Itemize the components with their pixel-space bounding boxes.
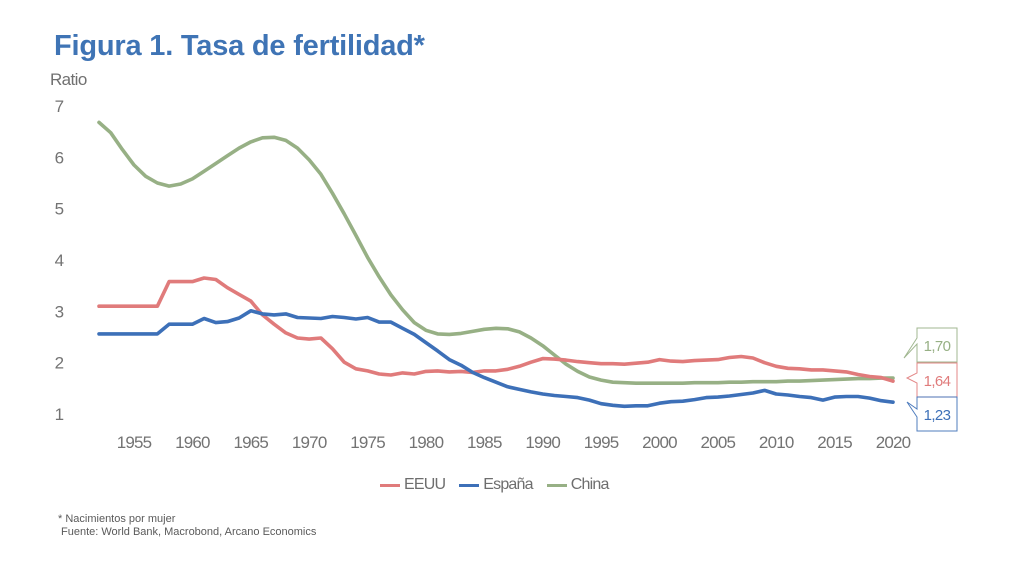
y-tick-label: 4: [55, 251, 64, 270]
x-tick-label: 1955: [117, 433, 152, 452]
callout-espana: 1,23: [906, 396, 958, 432]
callout-value: 1,23: [924, 407, 951, 424]
callout-value: 1,64: [924, 373, 951, 390]
callout-box: [903, 327, 958, 363]
y-tick-label: 6: [55, 148, 64, 167]
x-tick-label: 1960: [175, 433, 210, 452]
callout-china: 1,70: [903, 327, 958, 363]
callout-value: 1,70: [924, 338, 951, 355]
y-axis-label: Ratio: [50, 70, 87, 89]
legend-item-china[interactable]: China: [546, 476, 610, 494]
x-tick-label: 2005: [701, 433, 736, 452]
x-tick-label: 2010: [759, 433, 794, 452]
x-tick-label: 1990: [525, 433, 560, 452]
footnote: * Nacimientos por mujer Fuente: World Ba…: [58, 513, 316, 539]
x-tick-label: 1965: [233, 433, 268, 452]
legend-item-eeuu[interactable]: EEUU: [380, 476, 446, 494]
footnote-source: Fuente: World Bank, Macrobond, Arcano Ec…: [61, 526, 317, 538]
callout-box: [906, 396, 958, 432]
x-tick-label: 2015: [817, 433, 852, 452]
x-tick-label: 2000: [642, 433, 677, 452]
x-tick-label: 1970: [292, 433, 327, 452]
legend-item-espana[interactable]: España: [459, 476, 534, 494]
legend-label-espana: España: [483, 476, 533, 493]
chart-title: Figura 1. Tasa de fertilidad*: [54, 30, 425, 62]
footnote-note: * Nacimientos por mujer: [58, 513, 176, 525]
y-axis-ticks: 1 2 3 4 5 6 7: [55, 97, 65, 424]
x-tick-label: 2020: [876, 433, 911, 452]
y-tick-label: 1: [55, 405, 64, 424]
y-tick-label: 7: [55, 97, 64, 116]
callout-box: [905, 362, 958, 398]
series-lines: [97, 120, 895, 409]
x-tick-label: 1980: [409, 433, 444, 452]
x-tick-label: 1985: [467, 433, 502, 452]
x-tick-label: 1995: [584, 433, 619, 452]
legend-label-china: China: [570, 476, 610, 493]
legend-swatch-espana: [459, 483, 480, 487]
series-line-espana: [97, 308, 895, 409]
x-axis-ticks: 1955 1960 1965 1970 1975 1980 1985 1990 1995 2000…: [117, 433, 912, 452]
x-tick-label: 1975: [350, 433, 385, 452]
series-line-eeuu: [97, 276, 895, 383]
end-value-callouts: 1,70 1,64 1,23: [903, 327, 958, 432]
legend-swatch-china: [546, 483, 567, 487]
series-line-china: [97, 120, 895, 386]
y-tick-label: 5: [55, 200, 64, 219]
y-tick-label: 2: [55, 354, 64, 373]
legend-label-eeuu: EEUU: [404, 476, 446, 493]
y-tick-label: 3: [55, 302, 64, 321]
legend-swatch-eeuu: [380, 483, 400, 487]
callout-eeuu: 1,64: [905, 362, 958, 398]
legend: EEUU España China: [380, 476, 609, 494]
